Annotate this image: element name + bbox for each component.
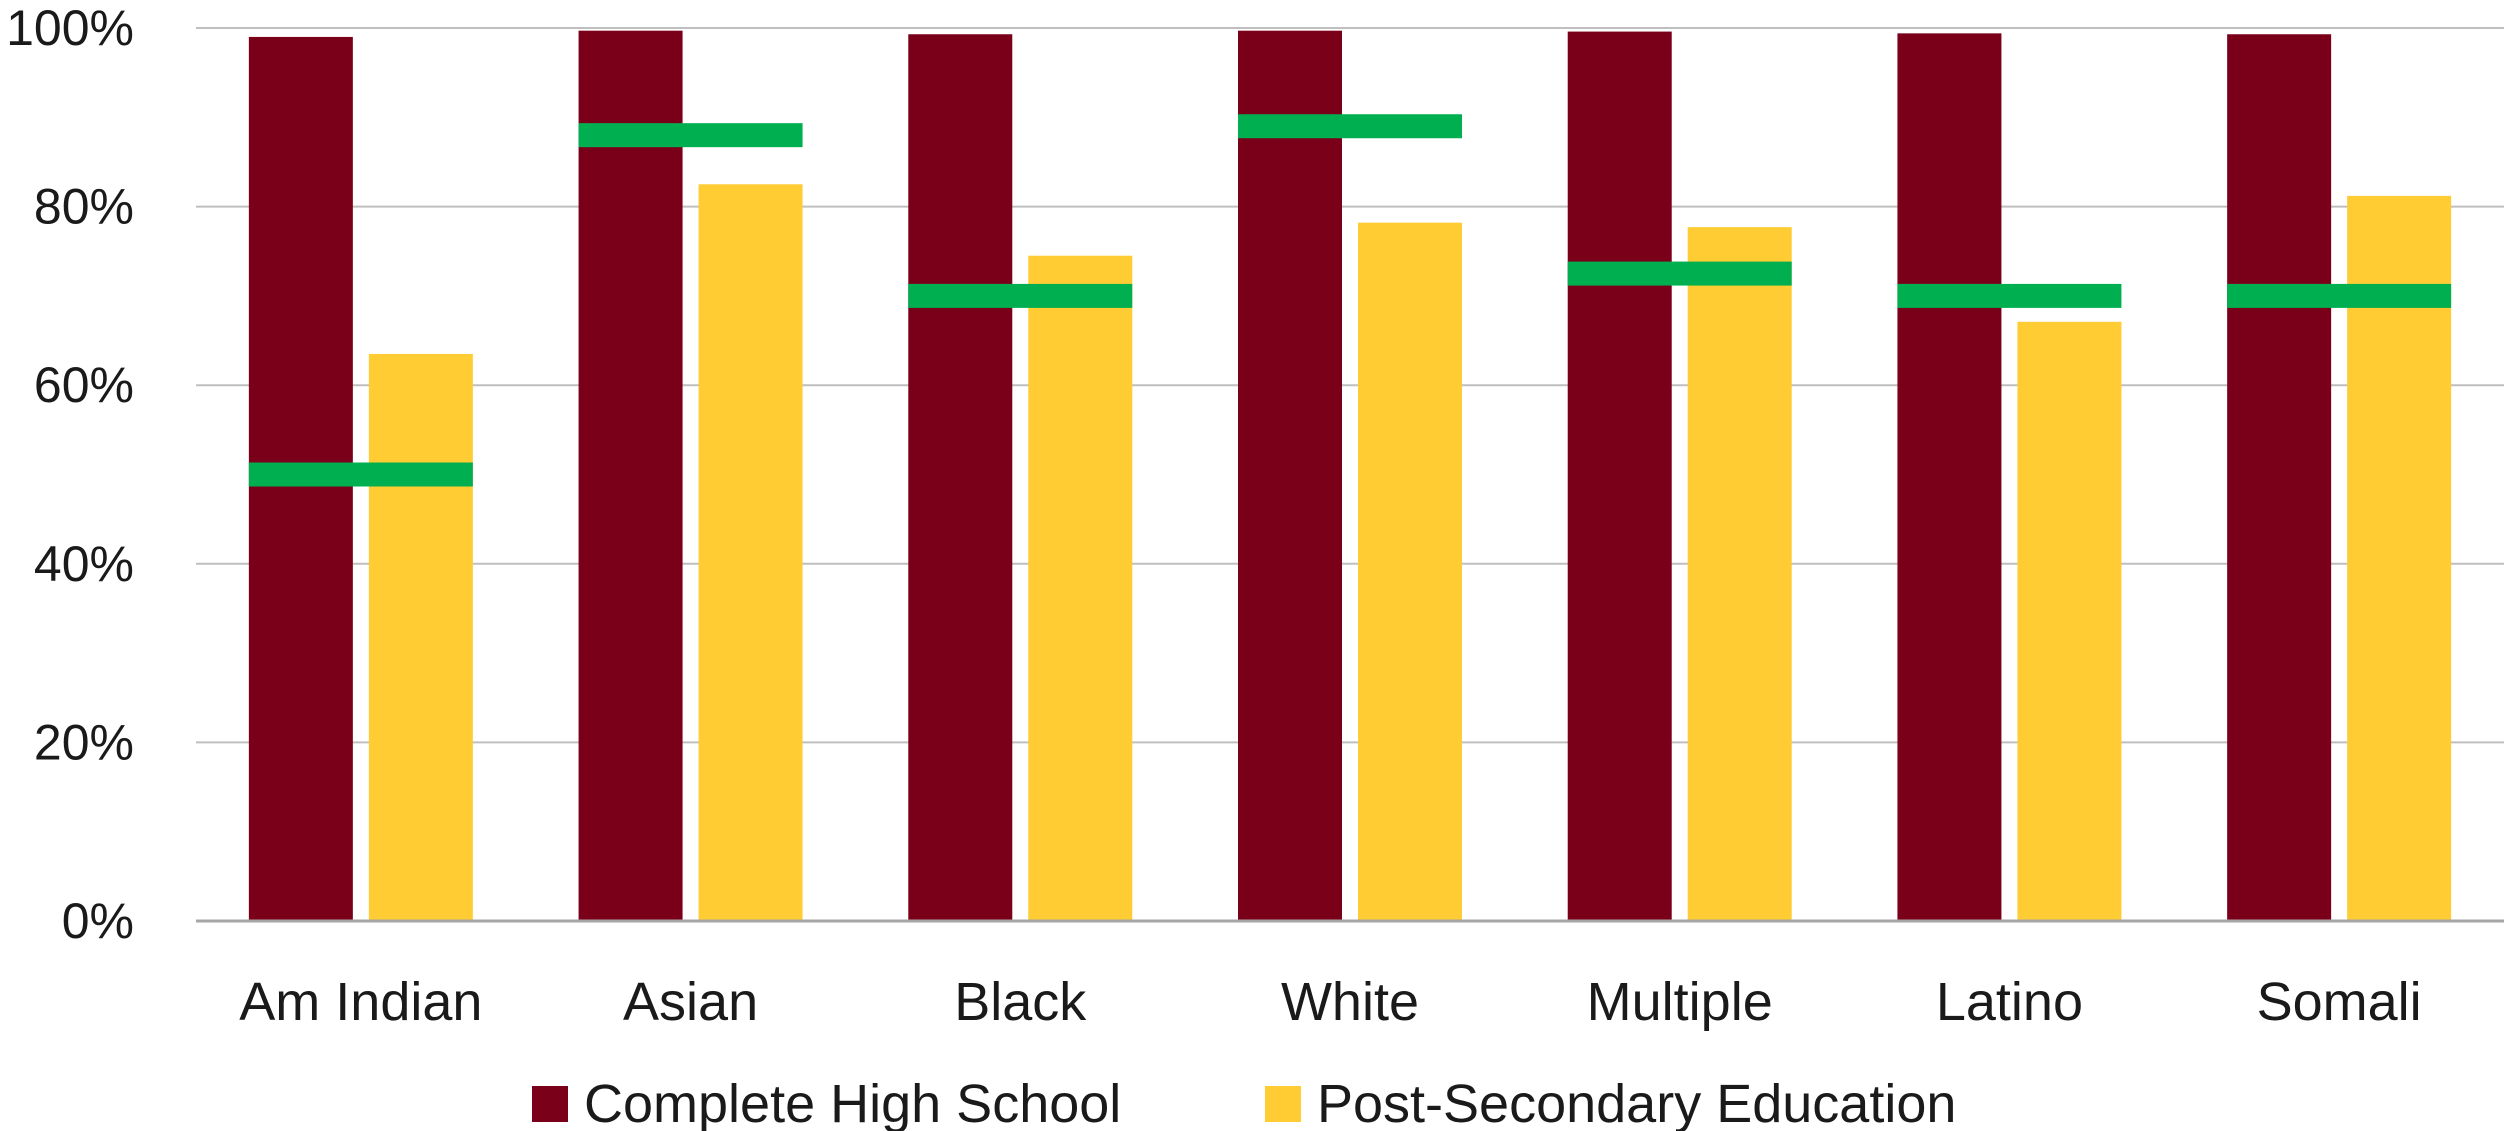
x-tick-label-latino: Latino: [1936, 972, 2083, 1032]
x-tick-label-am-indian: Am Indian: [239, 972, 482, 1032]
bar-post-secondary-education-latino: [2017, 321, 2122, 921]
y-tick-label-20: 20%: [34, 714, 134, 770]
x-tick-label-multiple: Multiple: [1587, 972, 1773, 1032]
y-tick-label-80: 80%: [34, 179, 134, 235]
bar-post-secondary-education-black: [1028, 255, 1133, 922]
y-axis-tick-labels: 0% 20% 40% 60% 80% 100%: [6, 0, 134, 949]
legend-swatch-complete-high-school: [532, 1086, 568, 1122]
bar-post-secondary-education-white: [1358, 222, 1462, 921]
marker-latino: [1897, 283, 2122, 308]
marker-multiple: [1567, 261, 1792, 286]
y-tick-label-100: 100%: [6, 0, 134, 56]
legend-label-post-secondary-education: Post-Secondary Education: [1317, 1074, 1956, 1131]
legend-label-complete-high-school: Complete High School: [584, 1074, 1121, 1131]
x-tick-label-asian: Asian: [623, 972, 758, 1032]
bar-complete-high-school-white: [1238, 30, 1342, 921]
bar-complete-high-school-somali: [2227, 34, 2332, 922]
legend-swatch-post-secondary-education: [1265, 1086, 1301, 1122]
legend: Complete High School Post-Secondary Educa…: [532, 1074, 1956, 1131]
y-tick-label-40: 40%: [34, 536, 134, 592]
marker-black: [908, 283, 1133, 308]
bar-complete-high-school-multiple: [1567, 31, 1672, 921]
y-tick-label-60: 60%: [34, 357, 134, 413]
bars: [248, 30, 2452, 922]
marker-asian: [578, 123, 803, 148]
bar-complete-high-school-black: [908, 34, 1013, 922]
bar-post-secondary-education-am-indian: [368, 353, 473, 921]
marker-white: [1238, 114, 1462, 139]
x-tick-label-black: Black: [954, 972, 1087, 1032]
bar-complete-high-school-latino: [1897, 33, 2002, 921]
bar-complete-high-school-asian: [578, 30, 683, 921]
target-markers: [248, 114, 2452, 487]
x-tick-label-white: White: [1281, 972, 1419, 1032]
x-axis-category-labels: Am Indian Asian Black White Multiple Latino So…: [239, 972, 2421, 1032]
bar-post-secondary-education-multiple: [1687, 227, 1792, 921]
marker-somali: [2227, 283, 2452, 308]
x-tick-label-somali: Somali: [2257, 972, 2422, 1032]
y-tick-label-0: 0%: [62, 893, 134, 949]
bar-post-secondary-education-asian: [698, 184, 803, 921]
marker-am-indian: [248, 462, 473, 487]
bar-post-secondary-education-somali: [2347, 195, 2452, 921]
